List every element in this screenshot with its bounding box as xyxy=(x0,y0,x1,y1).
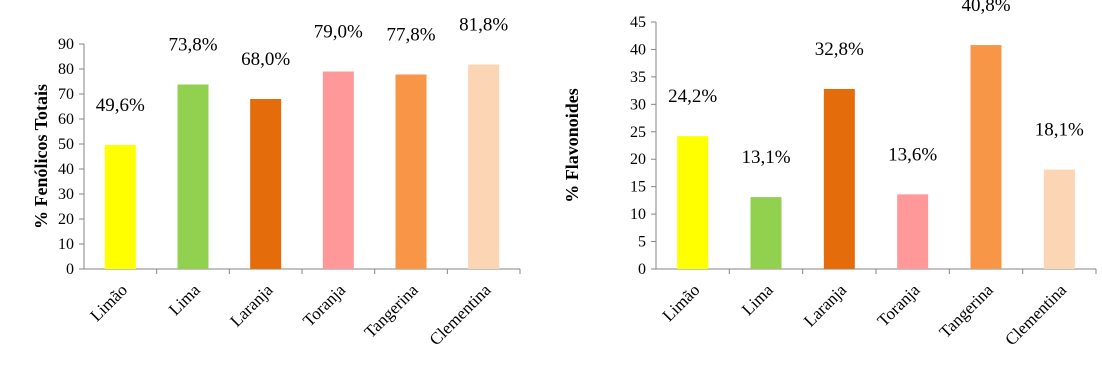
y-tick-label: 20 xyxy=(630,151,646,168)
bar-tangerina xyxy=(395,74,427,269)
data-label: 77,8% xyxy=(386,25,435,46)
category-label: Lima xyxy=(165,280,204,319)
y-tick-label: 30 xyxy=(58,186,74,203)
data-label: 79,0% xyxy=(314,22,363,43)
data-label: 18,1% xyxy=(1035,120,1084,141)
y-tick-label: 45 xyxy=(630,14,646,31)
bar-tangerina xyxy=(970,45,1002,270)
bar-toranja xyxy=(322,71,354,269)
y-tick-label: 0 xyxy=(638,261,646,278)
y-tick-label: 10 xyxy=(58,236,74,253)
data-label: 73,8% xyxy=(168,35,217,56)
data-label: 13,6% xyxy=(888,144,937,165)
y-tick-label: 40 xyxy=(630,41,646,58)
y-tick-label: 60 xyxy=(58,111,74,128)
data-label: 49,6% xyxy=(96,95,145,116)
y-axis-title: % Fenólicos Totais xyxy=(31,84,51,229)
category-label: Tangerina xyxy=(361,280,423,342)
category-label: Laranja xyxy=(800,280,850,330)
y-tick-label: 25 xyxy=(630,124,646,141)
y-tick-label: 10 xyxy=(630,206,646,223)
bar-laranja xyxy=(250,99,282,269)
data-label: 81,8% xyxy=(459,15,508,36)
y-tick-label: 70 xyxy=(58,86,74,103)
y-tick-label: 20 xyxy=(58,211,74,228)
y-tick-label: 0 xyxy=(66,261,74,278)
chart-1: 0 10 20 30 40 50 60 70 80 90 % Fenólicos Totais 49,… xyxy=(31,15,521,349)
y-axis-title: % Flavonoides xyxy=(562,88,582,203)
bar-laranja xyxy=(823,88,855,269)
y-tick-label: 40 xyxy=(58,161,74,178)
bar-toranja xyxy=(897,194,929,269)
category-label: Clementina xyxy=(426,280,495,349)
y-tick-label: 5 xyxy=(638,234,646,251)
data-label: 68,0% xyxy=(241,49,290,70)
bar-limão xyxy=(677,136,709,269)
bar-lima xyxy=(177,84,209,269)
y-tick-label: 50 xyxy=(58,136,74,153)
category-label: Tangerina xyxy=(936,280,998,342)
bar-clementina xyxy=(1043,169,1075,269)
category-label: Toranja xyxy=(299,280,349,330)
y-tick-label: 80 xyxy=(58,61,74,78)
y-tick-label: 35 xyxy=(630,69,646,86)
y-tick-label: 30 xyxy=(630,96,646,113)
category-label: Limão xyxy=(86,280,131,325)
bar-lima xyxy=(750,197,782,269)
category-label: Toranja xyxy=(874,280,924,330)
data-label: 40,8% xyxy=(961,0,1010,16)
category-label: Lima xyxy=(738,280,777,319)
data-label: 32,8% xyxy=(815,39,864,60)
y-tick-label: 15 xyxy=(630,179,646,196)
category-label: Limão xyxy=(659,280,704,325)
y-tick-label: 90 xyxy=(58,36,74,53)
category-label: Laranja xyxy=(226,280,276,330)
bar-limão xyxy=(104,145,136,269)
category-label: Clementina xyxy=(1001,280,1070,349)
data-label: 24,2% xyxy=(668,86,717,107)
data-label: 13,1% xyxy=(741,147,790,168)
bar-clementina xyxy=(468,64,500,269)
chart-2: 0 5 10 15 20 25 30 35 40 45 % Flavonoides 24,2% Limã… xyxy=(562,0,1097,349)
